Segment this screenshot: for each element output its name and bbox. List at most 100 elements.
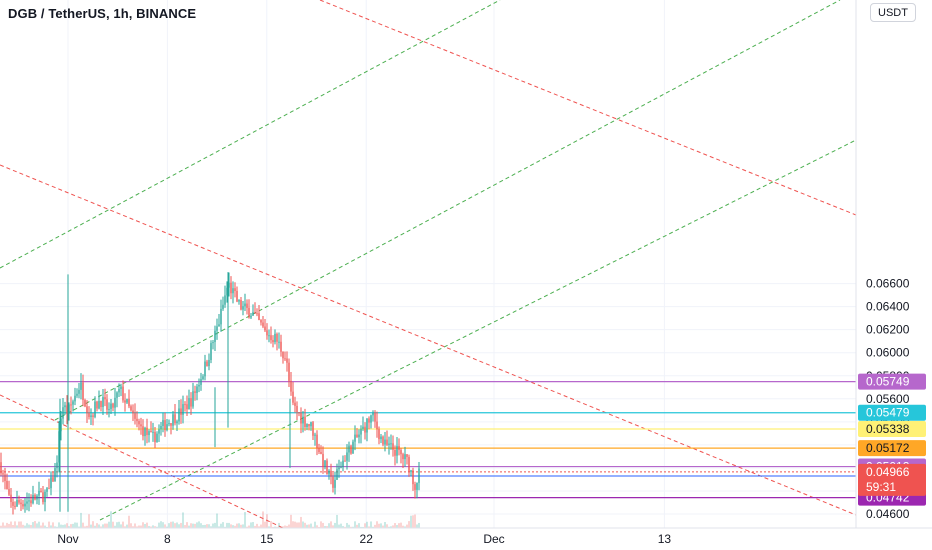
volume-bar: [96, 523, 98, 528]
volume-bar: [310, 523, 312, 528]
candle-body: [52, 477, 54, 482]
candle-body: [416, 482, 418, 490]
volume-bar: [164, 524, 166, 528]
volume-bar: [262, 511, 264, 528]
volume-bar: [44, 525, 46, 528]
volume-bar: [138, 525, 140, 528]
candle-body: [276, 333, 278, 342]
trendlines[interactable]: [0, 0, 857, 550]
price-level-tag: [858, 404, 926, 421]
volume-bar: [330, 521, 332, 528]
price-level-tag-text: 0.05172: [866, 441, 910, 455]
candle-body: [86, 406, 88, 414]
volume-bar: [92, 521, 94, 528]
volume-bar: [170, 521, 172, 528]
chart-title: DGB / TetherUS, 1h, BINANCE: [8, 6, 197, 21]
volume-bar: [404, 526, 406, 528]
candle-body: [194, 391, 196, 393]
volume-bar: [338, 524, 340, 528]
volume-bar: [30, 525, 32, 528]
candle-body: [220, 308, 222, 325]
volume-bar: [224, 526, 226, 528]
volume-bar: [400, 522, 402, 528]
currency-button[interactable]: USDT: [870, 3, 916, 22]
candle-body: [68, 404, 70, 414]
price-axis[interactable]: [855, 0, 932, 550]
volume-bar: [160, 521, 162, 528]
x-tick-labels: Nov 8 15 22 Dec 13: [57, 532, 671, 546]
candle-body: [14, 505, 16, 507]
time-axis[interactable]: [0, 527, 932, 550]
volume-bar: [268, 526, 270, 528]
volume-bar: [194, 523, 196, 528]
volume-bar: [36, 523, 38, 528]
candle-body: [120, 386, 122, 389]
candle-body: [254, 312, 256, 314]
price-level-tag: [858, 440, 926, 457]
candle-body: [106, 399, 108, 410]
candle-body: [356, 434, 358, 438]
volume-bar: [168, 523, 170, 528]
volume-bar: [328, 523, 330, 528]
candle-body: [164, 420, 166, 431]
volume-bar: [336, 514, 338, 528]
trendline[interactable]: [0, 394, 331, 550]
candle-body: [12, 501, 14, 506]
volume-bar: [144, 523, 146, 528]
volume-bar: [128, 515, 130, 528]
candle-body: [24, 503, 26, 507]
candle-body: [342, 460, 344, 468]
candle-body: [198, 384, 200, 387]
candle-body: [84, 400, 86, 407]
candle-body: [364, 426, 366, 433]
candle-body: [16, 500, 18, 507]
volume-bar: [240, 524, 242, 528]
candle-body: [172, 414, 174, 426]
candle-body: [2, 473, 4, 475]
trendline[interactable]: [0, 164, 857, 516]
trendline[interactable]: [99, 139, 857, 521]
x-tick-label: 8: [164, 532, 171, 546]
candle-body: [102, 397, 104, 408]
candle-body: [74, 395, 76, 402]
trendline[interactable]: [0, 0, 501, 269]
volume-bar: [394, 523, 396, 528]
volume-bar: [228, 522, 230, 528]
volume-bar: [38, 521, 40, 528]
volume-bar: [304, 522, 306, 528]
candle-body: [212, 342, 214, 344]
candle-body: [324, 460, 326, 467]
candle-body: [322, 453, 324, 467]
volume-bar: [152, 525, 154, 528]
candle-body: [314, 434, 316, 436]
candle-body: [334, 479, 336, 488]
candle-body: [280, 341, 282, 352]
candle-body: [360, 428, 362, 435]
candle-body: [366, 418, 368, 433]
candle-body: [136, 418, 138, 422]
volume-bar: [70, 524, 72, 528]
volume-bar: [148, 526, 150, 528]
candle-body: [304, 416, 306, 428]
volume-bar: [362, 526, 364, 528]
candle-body: [216, 326, 218, 331]
volume-bar: [78, 526, 80, 528]
candle-body: [224, 295, 226, 305]
current-price-tag-text: 0.04966: [866, 465, 910, 479]
trendline[interactable]: [54, 0, 841, 421]
candle-body: [318, 447, 320, 453]
candle-body: [124, 400, 126, 403]
candle-body: [64, 405, 66, 408]
volume-bar: [410, 515, 412, 528]
candle-body: [354, 434, 356, 442]
trendline[interactable]: [319, 0, 857, 216]
volume-bar: [272, 526, 274, 528]
volume-bar: [312, 526, 314, 528]
candle-body: [262, 322, 264, 327]
candle-body: [286, 358, 288, 363]
horizontal-price-levels[interactable]: [0, 381, 856, 499]
candle-body: [396, 445, 398, 456]
volume-bar: [188, 525, 190, 528]
candle-body: [38, 490, 40, 496]
